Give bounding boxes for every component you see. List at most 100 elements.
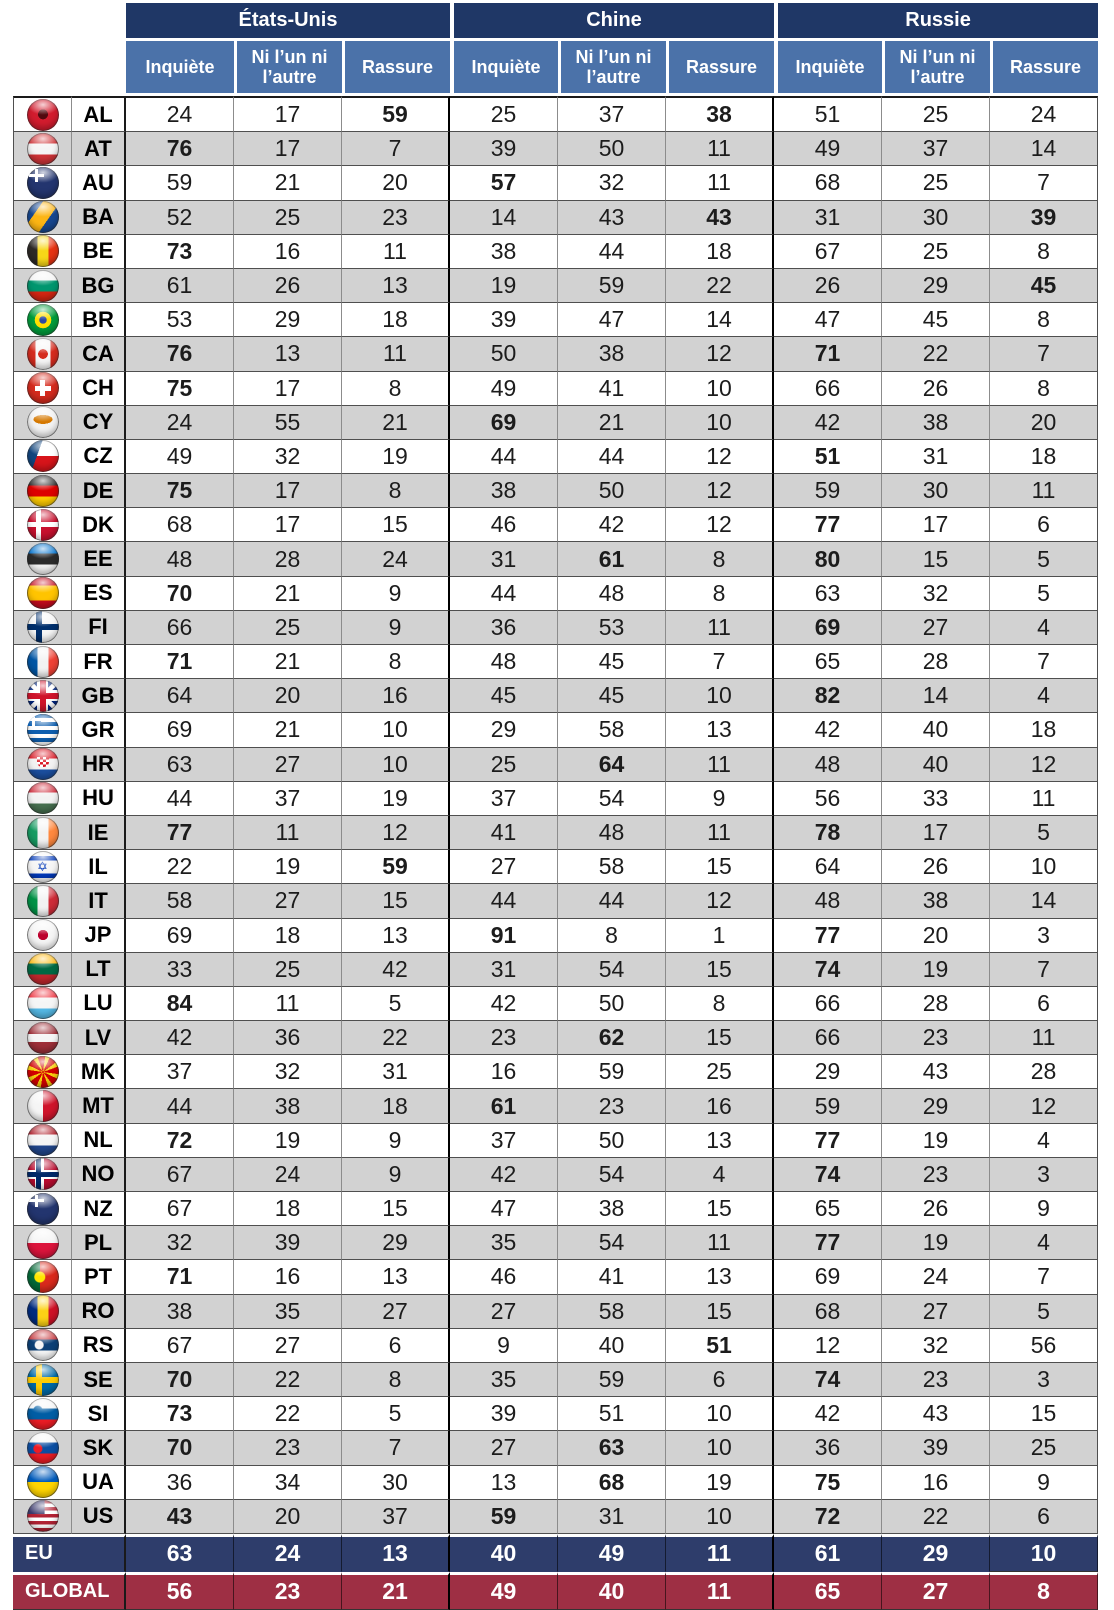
table-row: LU 84 11 5 42 50 8 66 28 6 — [13, 986, 1099, 1022]
country-flag-cell — [13, 439, 72, 475]
flag-lithuania-icon — [26, 953, 59, 986]
value-cell: 31 — [774, 200, 883, 235]
value-cell: 59 — [774, 1089, 883, 1124]
footer-value-cell: 27 — [882, 1571, 991, 1610]
value-cell: 17 — [234, 132, 342, 167]
value-cell: 51 — [558, 1397, 666, 1432]
country-flag-cell — [13, 1465, 72, 1500]
value-cell: 42 — [774, 405, 883, 440]
country-flag-cell — [13, 1192, 72, 1227]
country-flag-cell — [13, 713, 72, 748]
value-cell: 15 — [666, 1021, 775, 1056]
value-cell: 8 — [666, 542, 775, 577]
sub-header-rassure: Rassure — [990, 41, 1099, 96]
country-flag-cell — [13, 781, 72, 816]
table-footer: EU 63 24 13 40 49 11 61 29 10 GLOBAL 56 23 21 49 40 11 65… — [13, 1533, 1099, 1610]
value-cell: 64 — [558, 747, 666, 782]
value-cell: 5 — [990, 542, 1099, 577]
value-cell: 74 — [774, 952, 883, 987]
value-cell: 4 — [990, 1226, 1099, 1261]
table-row: CH 75 17 8 49 41 10 66 26 8 — [13, 371, 1099, 406]
country-flag-cell — [13, 337, 72, 372]
value-cell: 29 — [882, 268, 991, 304]
value-cell: 10 — [342, 747, 450, 782]
value-cell: 16 — [342, 679, 450, 714]
value-cell: 48 — [126, 542, 234, 577]
value-cell: 12 — [990, 1089, 1099, 1124]
value-cell: 15 — [342, 508, 450, 543]
value-cell: 34 — [234, 1465, 342, 1500]
value-cell: 19 — [342, 781, 450, 816]
table-row: NL 72 19 9 37 50 13 77 19 4 — [13, 1123, 1099, 1158]
value-cell: 49 — [450, 371, 558, 406]
value-cell: 13 — [342, 268, 450, 304]
table-row: CY 24 55 21 69 21 10 42 38 20 — [13, 405, 1099, 440]
country-flag-cell — [13, 234, 72, 269]
value-cell: 49 — [774, 132, 883, 167]
value-cell: 17 — [234, 474, 342, 509]
country-code: FI — [72, 610, 126, 645]
value-cell: 9 — [342, 1123, 450, 1158]
value-cell: 56 — [774, 781, 883, 816]
value-cell: 31 — [558, 1499, 666, 1534]
value-cell: 40 — [558, 1328, 666, 1363]
value-cell: 36 — [126, 1465, 234, 1500]
value-cell: 22 — [126, 850, 234, 885]
table-row: MT 44 38 18 61 23 16 59 29 12 — [13, 1089, 1099, 1124]
table-row: AL 24 17 59 25 37 38 51 25 24 — [13, 96, 1099, 133]
value-cell: 43 — [558, 200, 666, 235]
value-cell: 20 — [882, 918, 991, 953]
group-header-russie: Russie — [774, 3, 1099, 41]
footer-value-cell: 56 — [126, 1571, 234, 1610]
value-cell: 64 — [126, 679, 234, 714]
value-cell: 70 — [126, 1431, 234, 1466]
value-cell: 82 — [774, 679, 883, 714]
value-cell: 54 — [558, 952, 666, 987]
value-cell: 48 — [774, 747, 883, 782]
value-cell: 6 — [990, 986, 1099, 1022]
value-cell: 26 — [882, 1192, 991, 1227]
value-cell: 7 — [990, 645, 1099, 680]
value-cell: 44 — [450, 576, 558, 611]
value-cell: 25 — [450, 96, 558, 133]
value-cell: 32 — [558, 166, 666, 201]
value-cell: 39 — [450, 1397, 558, 1432]
sub-header-inquiete: Inquiète — [126, 41, 234, 96]
value-cell: 77 — [774, 1123, 883, 1158]
value-cell: 18 — [990, 713, 1099, 748]
value-cell: 12 — [666, 474, 775, 509]
country-flag-cell — [13, 884, 72, 919]
value-cell: 8 — [666, 576, 775, 611]
value-cell: 8 — [342, 1362, 450, 1398]
value-cell: 43 — [882, 1055, 991, 1090]
value-cell: 45 — [558, 679, 666, 714]
footer-value-cell: 23 — [234, 1571, 342, 1610]
value-cell: 15 — [342, 884, 450, 919]
value-cell: 51 — [774, 439, 883, 475]
flag-france-icon — [26, 645, 59, 678]
flag-romania-icon — [26, 1295, 59, 1328]
value-cell: 25 — [234, 952, 342, 987]
flag-united-states-icon — [26, 1500, 59, 1533]
value-cell: 16 — [450, 1055, 558, 1090]
value-cell: 22 — [666, 268, 775, 304]
value-cell: 52 — [126, 200, 234, 235]
value-cell: 15 — [882, 542, 991, 577]
value-cell: 25 — [450, 747, 558, 782]
value-cell: 61 — [558, 542, 666, 577]
value-cell: 38 — [558, 1192, 666, 1227]
country-code: IT — [72, 884, 126, 919]
value-cell: 27 — [450, 1294, 558, 1329]
value-cell: 77 — [774, 508, 883, 543]
table-row: UA 36 34 30 13 68 19 75 16 9 — [13, 1465, 1099, 1500]
value-cell: 5 — [990, 576, 1099, 611]
value-cell: 42 — [558, 508, 666, 543]
value-cell: 4 — [990, 679, 1099, 714]
value-cell: 41 — [450, 815, 558, 851]
value-cell: 84 — [126, 986, 234, 1022]
value-cell: 67 — [126, 1328, 234, 1363]
value-cell: 59 — [558, 1055, 666, 1090]
value-cell: 36 — [774, 1431, 883, 1466]
country-code: PL — [72, 1226, 126, 1261]
